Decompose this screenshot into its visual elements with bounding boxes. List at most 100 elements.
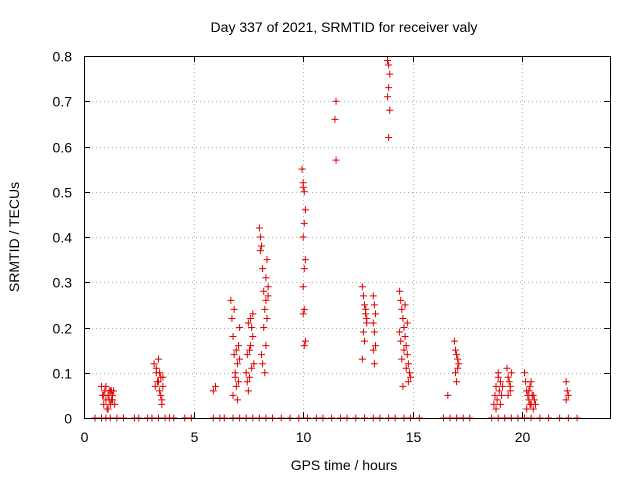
data-point (233, 396, 241, 404)
x-axis-label: GPS time / hours (291, 457, 398, 473)
data-point (152, 364, 160, 372)
data-point (300, 305, 308, 313)
data-point (385, 61, 393, 69)
data-point (399, 382, 407, 390)
data-point (504, 373, 512, 381)
data-point (229, 391, 237, 399)
data-point (230, 351, 238, 359)
data-point (256, 247, 264, 255)
data-point (100, 400, 108, 408)
data-point (402, 364, 410, 372)
data-point (300, 265, 308, 273)
data-point (521, 369, 529, 377)
data-point (299, 233, 307, 241)
data-point (398, 305, 406, 313)
data-point (235, 342, 243, 350)
data-point (450, 337, 458, 345)
data-point (259, 360, 267, 368)
data-point (212, 382, 219, 390)
y-tick-labels: 0 0.1 0.2 0.3 0.4 0.5 0.6 0.7 0.8 (53, 49, 73, 427)
data-point (299, 283, 307, 291)
data-point (564, 391, 572, 399)
data-point (404, 360, 412, 368)
data-point (228, 314, 236, 322)
data-point (245, 346, 253, 354)
data-point (155, 378, 163, 386)
data-point (358, 355, 366, 363)
data-point (400, 324, 408, 331)
data-point (362, 305, 370, 313)
data-point (299, 183, 307, 191)
data-point (496, 378, 504, 386)
data-point (231, 373, 239, 381)
data-point (369, 346, 377, 354)
data-point (369, 319, 377, 327)
data-point (495, 387, 503, 395)
data-point (370, 301, 378, 309)
data-point (260, 287, 268, 295)
data-point (158, 400, 166, 408)
data-point (247, 342, 255, 350)
data-point (451, 369, 459, 377)
x-tick-label: 10 (296, 429, 312, 445)
data-point (505, 378, 513, 386)
data-point (361, 337, 369, 345)
data-point (359, 292, 367, 300)
data-point (385, 133, 393, 141)
ticks (84, 56, 610, 419)
data-point (363, 314, 371, 322)
y-tick-label: 0.7 (53, 94, 73, 110)
data-point (261, 369, 269, 377)
y-tick-label: 0.1 (53, 366, 73, 382)
data-point (492, 382, 500, 390)
data-point (494, 369, 502, 377)
data-point (150, 360, 158, 368)
data-point (332, 156, 340, 164)
data-point (300, 188, 308, 196)
data-point (248, 324, 256, 331)
data-point (396, 328, 404, 336)
data-point (403, 319, 411, 327)
data-point (397, 337, 405, 345)
data-point (300, 342, 308, 350)
data-point (526, 382, 534, 390)
data-point (525, 387, 533, 395)
data-point (331, 115, 339, 123)
data-point (332, 97, 340, 105)
y-tick-label: 0.6 (53, 140, 73, 156)
data-point (562, 396, 570, 404)
data-point (102, 382, 110, 390)
grid (84, 56, 610, 418)
data-point (248, 364, 256, 372)
data-point (526, 400, 534, 408)
data-point (506, 382, 514, 390)
data-point (301, 206, 309, 214)
data-point (156, 369, 164, 377)
data-point (245, 373, 253, 381)
data-point (263, 256, 271, 264)
data-point (523, 405, 531, 413)
data-point (159, 373, 167, 381)
data-point (499, 382, 507, 390)
data-point (403, 351, 411, 359)
data-point (227, 296, 235, 304)
plot-frame (84, 56, 611, 419)
data-point (405, 369, 413, 377)
data-point (250, 360, 258, 368)
data-point (261, 305, 269, 313)
data-point (371, 342, 379, 350)
data-point (230, 305, 238, 313)
data-point (492, 405, 500, 413)
data-point (300, 219, 308, 227)
data-point (400, 346, 408, 354)
data-point (262, 296, 270, 304)
data-point (236, 355, 244, 363)
x-tick-label: 5 (191, 429, 199, 445)
data-point (232, 382, 240, 390)
data-point (243, 351, 251, 359)
data-points (91, 57, 581, 422)
data-point (396, 287, 404, 295)
x-tick-label: 15 (406, 429, 422, 445)
data-point (209, 387, 217, 395)
